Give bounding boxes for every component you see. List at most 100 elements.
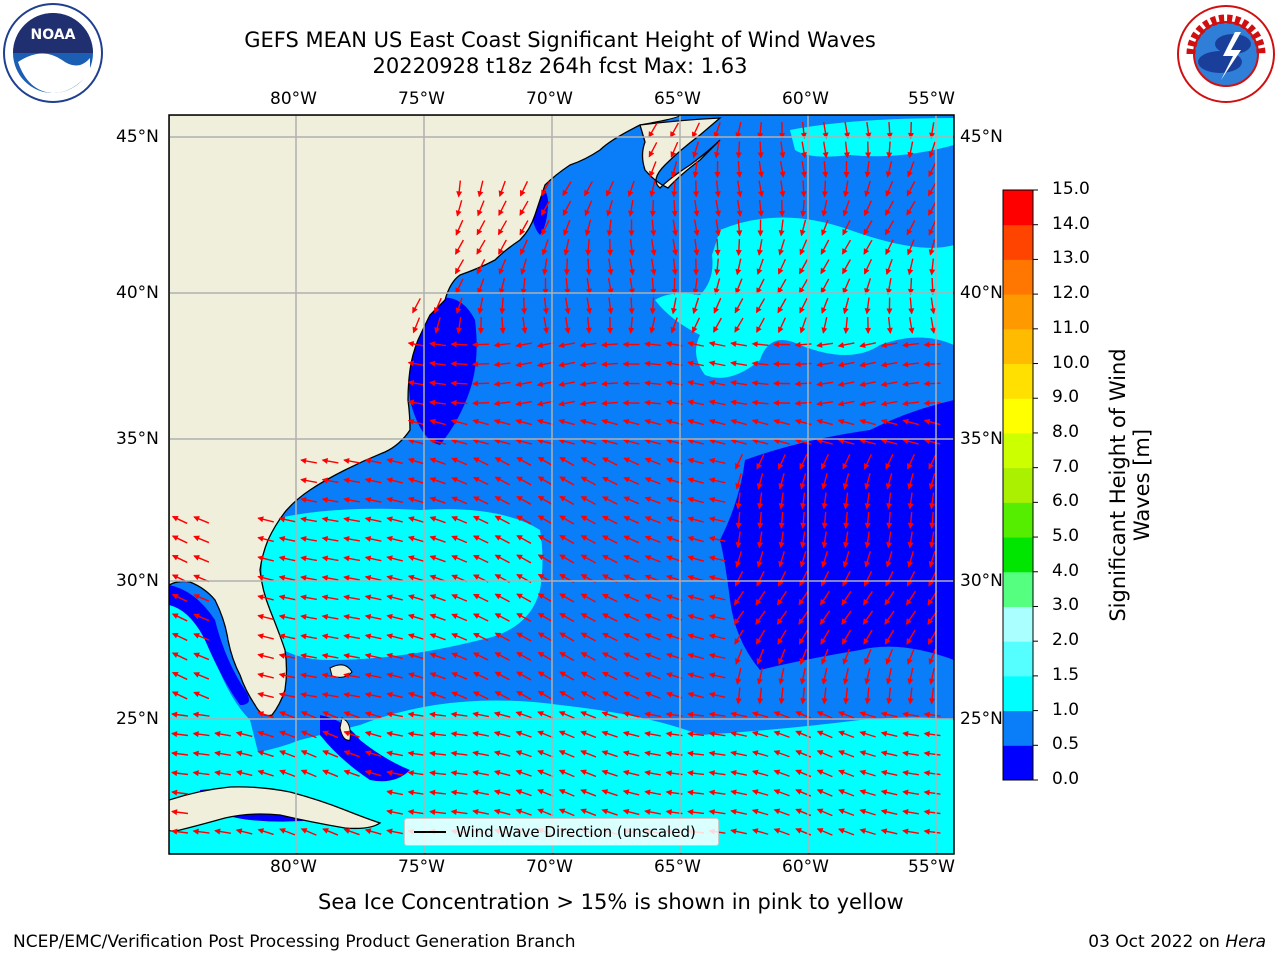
wind-arrow-head — [343, 594, 350, 601]
wind-arrow-head — [923, 750, 930, 757]
graticule — [169, 115, 954, 854]
wind-arrow-head — [708, 535, 716, 542]
wind-arrow-head — [665, 341, 673, 347]
wind-arrow-head — [837, 342, 845, 349]
lat-tick-right: 45°N — [960, 127, 1003, 147]
wind-arrow-head — [494, 535, 502, 541]
wind-arrow-head — [819, 618, 826, 625]
wind-arrow-head — [558, 361, 565, 368]
wind-arrow-head — [773, 828, 781, 834]
wind-arrow-head — [865, 132, 872, 139]
wind-arrow-head — [902, 828, 909, 835]
wind-arrow-head — [494, 496, 502, 502]
wind-arrow-head — [820, 598, 826, 606]
wind-arrow-head — [902, 438, 909, 445]
wind-arrow-head — [386, 457, 393, 464]
wind-arrow-head — [734, 306, 741, 314]
wind-arrow-head — [300, 692, 307, 698]
wind-arrow-head — [580, 476, 588, 483]
wind-arrow-head — [907, 462, 913, 470]
wind-arrow-head — [902, 809, 909, 815]
wind-arrow-head — [863, 228, 870, 236]
wind-arrow-head — [429, 535, 437, 542]
wind-arrow-head — [693, 210, 700, 217]
wind-arrow-head — [928, 209, 934, 216]
wind-arrow-head — [407, 574, 415, 581]
colorbar-tick-label: 11.0 — [1052, 317, 1090, 338]
wind-arrow-head — [407, 457, 415, 464]
wind-arrow-head — [622, 730, 630, 737]
wind-arrow-head — [864, 267, 870, 275]
wind-arrow-head — [838, 769, 845, 776]
wind-arrow-head — [563, 269, 570, 276]
wind-arrow-head — [756, 678, 763, 685]
wind-arrow-head — [885, 483, 892, 490]
wind-arrow-head — [429, 672, 437, 678]
wind-arrow-head — [751, 808, 759, 815]
wind-arrow-head — [863, 598, 869, 606]
wind-arrow-head — [778, 522, 785, 529]
wind-arrow-head — [559, 671, 566, 678]
wind-arrow-head — [558, 808, 566, 815]
wind-arrow-head — [192, 828, 199, 835]
wind-arrow-head — [450, 711, 457, 718]
wind-arrow-head — [364, 477, 372, 484]
wind-arrow-head — [516, 691, 523, 697]
wind-arrow-head — [407, 613, 415, 620]
wind-arrow-head — [842, 209, 849, 217]
wind-arrow-head — [537, 671, 545, 678]
wind-arrow-head — [864, 209, 870, 217]
wind-arrow-head — [687, 438, 694, 445]
wind-arrow-head — [429, 360, 436, 367]
wind-arrow-head — [278, 594, 286, 601]
wind-arrow-head — [601, 400, 608, 407]
wind-arrow-head — [171, 731, 178, 738]
wind-arrow-head — [902, 770, 909, 776]
wind-arrow-head — [923, 400, 930, 407]
wind-arrow-head — [902, 418, 909, 425]
wind-arrow-head — [472, 361, 479, 368]
wind-arrow-head — [885, 462, 891, 470]
wind-arrow-head — [343, 555, 350, 562]
wind-arrow-head — [736, 230, 743, 237]
wind-arrow-head — [757, 152, 764, 159]
wind-arrow-head — [665, 380, 673, 386]
colorbar-title-line2: Waves [m] — [1130, 428, 1154, 542]
wind-arrow-head — [476, 248, 483, 255]
wind-arrow-head — [472, 400, 479, 407]
wind-arrow-head — [692, 307, 698, 315]
wind-arrow-head — [730, 808, 737, 815]
wind-arrow-head — [907, 288, 914, 295]
wind-arrow-head — [902, 750, 909, 757]
wind-arrow-head — [494, 457, 502, 463]
wind-arrow-head — [559, 476, 566, 483]
wind-arrow-head — [623, 594, 630, 600]
wind-arrow-head — [777, 306, 784, 314]
wind-arrow-head — [607, 327, 614, 334]
wind-arrow-head — [364, 672, 372, 679]
wind-arrow-head — [300, 458, 307, 464]
wind-arrow-head — [735, 658, 741, 665]
wind-arrow-head — [837, 361, 845, 368]
wind-arrow-head — [580, 574, 588, 580]
wind-arrow-head — [880, 828, 888, 835]
wind-arrow-head — [885, 209, 891, 216]
wind-arrow-head — [564, 327, 571, 334]
wind-arrow-head — [644, 477, 652, 483]
wind-arrow-head — [477, 190, 484, 198]
wind-arrow-head — [799, 306, 805, 314]
wind-arrow-head — [837, 438, 845, 445]
footer-credit: NCEP/EMC/Verification Post Processing Pr… — [13, 932, 576, 952]
wind-arrow-head — [321, 497, 329, 503]
wind-arrow-head — [665, 731, 672, 738]
wind-arrow-head — [343, 692, 350, 698]
wind-arrow-head — [472, 438, 479, 445]
wind-arrow-head — [580, 515, 588, 522]
wind-arrow-head — [708, 652, 716, 659]
wind-arrow-head — [586, 307, 592, 315]
wind-arrow-head — [257, 730, 265, 737]
wind-arrow-head — [171, 750, 178, 757]
wind-arrow-head — [907, 678, 914, 685]
wind-arrow-head — [171, 809, 178, 816]
wind-arrow-head — [713, 307, 720, 314]
